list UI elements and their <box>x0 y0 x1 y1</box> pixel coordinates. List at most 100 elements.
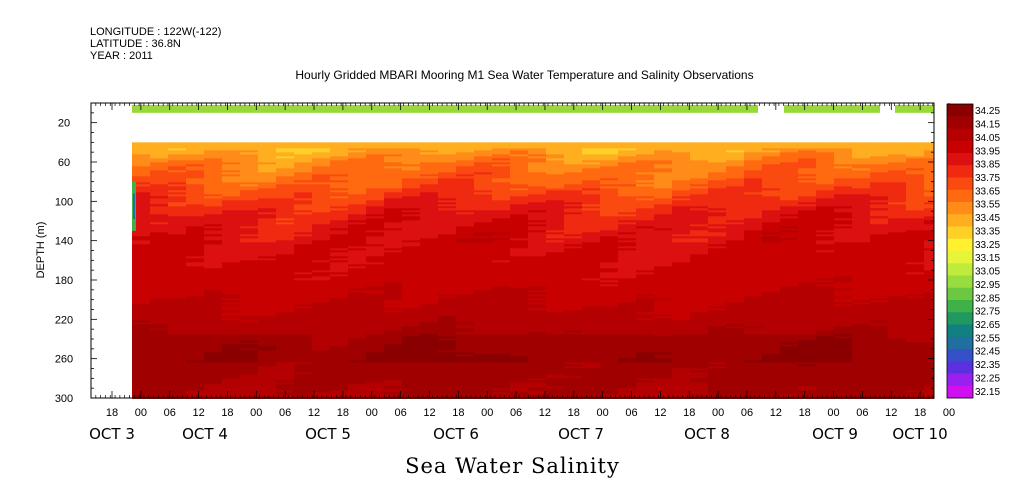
heatmap-cell <box>258 186 277 189</box>
heatmap-cell <box>294 314 313 317</box>
heatmap-cell <box>384 306 403 309</box>
heatmap-cell <box>834 222 853 225</box>
heatmap-cell <box>330 298 349 301</box>
heatmap-cell <box>582 174 601 177</box>
heatmap-cell <box>654 316 673 319</box>
heatmap-cell <box>906 304 925 307</box>
heatmap-cell <box>474 308 493 311</box>
heatmap-cell <box>636 230 655 233</box>
heatmap-cell <box>492 350 511 353</box>
heatmap-cell <box>600 254 619 257</box>
heatmap-cell <box>528 258 547 261</box>
heatmap-cell <box>150 260 169 263</box>
heatmap-cell <box>906 164 925 167</box>
heatmap-cell <box>852 272 871 275</box>
heatmap-cell <box>636 210 655 213</box>
heatmap-cell <box>204 290 223 293</box>
heatmap-cell <box>726 316 745 319</box>
heatmap-cell <box>330 156 349 159</box>
heatmap-cell <box>654 242 673 245</box>
heatmap-cell <box>600 324 619 327</box>
heatmap-cell <box>852 186 871 189</box>
heatmap-cell <box>564 152 583 155</box>
heatmap-cell <box>798 282 817 285</box>
heatmap-cell <box>222 178 241 181</box>
heatmap-cell <box>240 214 259 217</box>
heatmap-cell <box>456 178 475 181</box>
heatmap-cell <box>546 166 565 169</box>
heatmap-cell <box>690 300 709 303</box>
heatmap-cell <box>348 220 367 223</box>
heatmap-cell <box>474 274 493 277</box>
heatmap-cell <box>222 204 241 207</box>
heatmap-cell <box>600 296 619 299</box>
heatmap-cell <box>168 306 187 309</box>
heatmap-cell <box>816 290 835 293</box>
heatmap-cell <box>546 188 565 191</box>
heatmap-cell <box>420 244 439 247</box>
heatmap-cell <box>510 178 529 181</box>
heatmap-cell <box>492 300 511 303</box>
heatmap-cell <box>204 208 223 211</box>
heatmap-cell <box>528 218 547 221</box>
heatmap-cell <box>672 332 691 335</box>
heatmap-cell <box>582 256 601 259</box>
heatmap-cell <box>186 200 205 203</box>
heatmap-cell <box>906 150 925 153</box>
heatmap-cell <box>888 258 907 261</box>
heatmap-cell <box>132 232 151 235</box>
heatmap-cell <box>708 152 727 155</box>
heatmap-cell <box>528 158 547 161</box>
heatmap-cell <box>834 172 853 175</box>
heatmap-cell <box>330 240 349 243</box>
heatmap-cell <box>186 244 205 247</box>
heatmap-cell <box>798 226 817 229</box>
heatmap-cell <box>906 202 925 205</box>
heatmap-cell <box>726 228 745 231</box>
heatmap-cell <box>474 212 493 215</box>
heatmap-cell <box>798 188 817 191</box>
heatmap-cell <box>276 300 295 303</box>
heatmap-cell <box>132 152 151 155</box>
heatmap-cell <box>816 350 835 353</box>
heatmap-cell <box>222 176 241 179</box>
heatmap-cell <box>294 318 313 321</box>
heatmap-cell <box>672 230 691 233</box>
heatmap-cell <box>186 352 205 355</box>
heatmap-cell <box>474 250 493 253</box>
heatmap-cell <box>438 160 457 163</box>
heatmap-cell <box>384 256 403 259</box>
heatmap-cell <box>888 198 907 201</box>
heatmap-cell <box>420 168 439 171</box>
heatmap-cell <box>366 352 385 355</box>
heatmap-cell <box>276 352 295 355</box>
heatmap-cell <box>276 238 295 241</box>
heatmap-cell <box>420 194 439 197</box>
heatmap-cell <box>888 254 907 257</box>
heatmap-cell <box>330 296 349 299</box>
heatmap-cell <box>132 266 151 269</box>
heatmap-cell <box>384 246 403 249</box>
heatmap-cell <box>510 296 529 299</box>
heatmap-cell <box>708 238 727 241</box>
heatmap-cell <box>582 236 601 239</box>
heatmap-cell <box>582 182 601 185</box>
heatmap-cell <box>186 316 205 319</box>
heatmap-cell <box>186 210 205 213</box>
heatmap-cell <box>798 194 817 197</box>
heatmap-cell <box>348 158 367 161</box>
heatmap-cell <box>420 166 439 169</box>
heatmap-cell <box>312 264 331 267</box>
heatmap-cell <box>654 324 673 327</box>
heatmap-cell <box>834 346 853 349</box>
heatmap-cell <box>294 330 313 333</box>
heatmap-cell <box>564 350 583 353</box>
heatmap-cell <box>816 160 835 163</box>
heatmap-cell <box>348 322 367 325</box>
heatmap-cell <box>816 252 835 255</box>
heatmap-cell <box>618 246 637 249</box>
heatmap-cell <box>366 180 385 183</box>
heatmap-cell <box>600 288 619 291</box>
heatmap-cell <box>636 358 655 361</box>
